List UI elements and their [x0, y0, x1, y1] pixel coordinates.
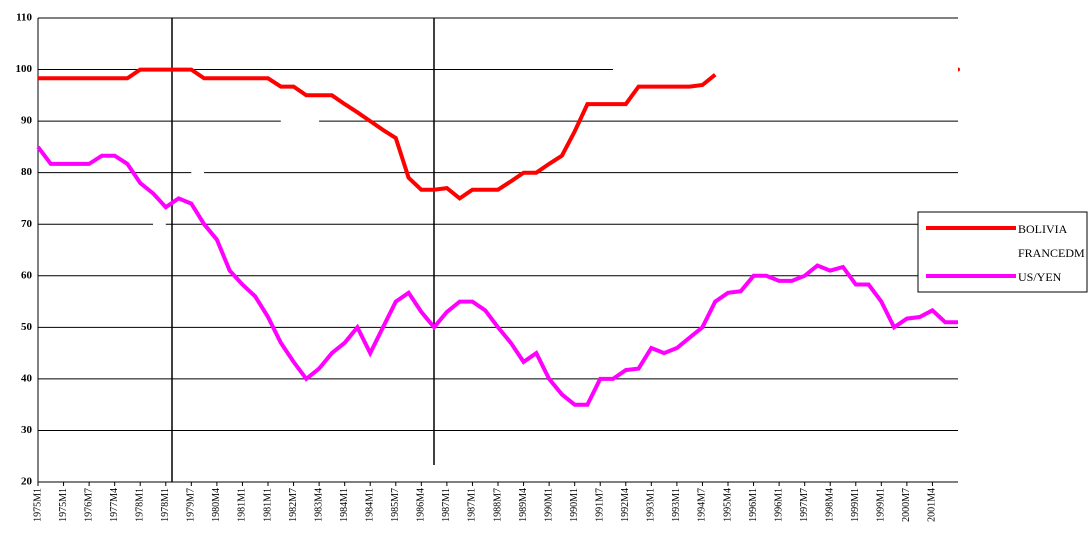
x-tick-label: 1988M7 — [492, 488, 503, 522]
x-tick-label: 1981M1 — [237, 488, 248, 522]
y-tick-label: 60 — [21, 269, 33, 281]
x-tick-label: 1985M7 — [390, 488, 401, 522]
x-tick-label: 1982M7 — [288, 488, 299, 522]
series-line — [36, 145, 958, 407]
x-tick-label: 1987M1 — [441, 488, 452, 522]
x-tick-label: 1983M4 — [313, 488, 324, 522]
x-tick-label: 1993M1 — [646, 488, 657, 522]
legend-label: FRANCEDM — [1018, 246, 1085, 260]
x-tick-label: 1999M1 — [876, 488, 887, 522]
x-tick-label: 1991M7 — [595, 488, 606, 522]
x-tick-label: 1978M1 — [160, 488, 171, 522]
x-tick-label: 1987M1 — [467, 488, 478, 522]
x-tick-label: 1992M4 — [620, 488, 631, 522]
x-tick-label: 1978M1 — [135, 488, 146, 522]
x-tick-label: 1975M1 — [58, 488, 69, 522]
legend-label: US/YEN — [1018, 270, 1062, 284]
y-tick-label: 30 — [21, 424, 33, 436]
x-tick-label: 1981M1 — [262, 488, 273, 522]
x-tick-label: 1993M1 — [671, 488, 682, 522]
y-tick-label: 80 — [21, 166, 33, 178]
x-tick-label: 1976M7 — [83, 488, 94, 522]
grid — [37, 17, 958, 486]
y-tick-label: 50 — [21, 321, 33, 333]
x-tick-label: 1980M4 — [211, 488, 222, 522]
x-tick-label: 1979M7 — [186, 488, 197, 522]
x-tick-label: 2001M4 — [927, 488, 938, 522]
x-tick-label: 1984M1 — [365, 488, 376, 522]
x-tick-label: 1996M1 — [748, 488, 759, 522]
y-tick-label: 100 — [16, 63, 33, 75]
x-tick-label: 1990M1 — [569, 488, 580, 522]
x-tick-label: 1977M4 — [109, 488, 120, 522]
series-line — [38, 67, 717, 201]
x-tick-label: 1996M1 — [773, 488, 784, 522]
x-tick-label: 1999M1 — [850, 488, 861, 522]
legend-label: BOLIVIA — [1018, 222, 1068, 236]
y-tick-label: 90 — [21, 115, 33, 127]
y-tick-label: 40 — [21, 372, 33, 384]
x-tick-label: 1990M1 — [543, 488, 554, 522]
x-tick-label: 1989M4 — [518, 488, 529, 522]
x-tick-label: 2000M7 — [901, 488, 912, 522]
x-tick-label: 1997M7 — [799, 488, 810, 522]
x-tick-label: 1995M4 — [722, 488, 733, 522]
y-tick-label: 20 — [21, 476, 33, 488]
y-tick-label: 70 — [21, 218, 33, 230]
y-tick-label: 110 — [16, 12, 32, 24]
x-tick-label: 1975M1 — [32, 488, 43, 522]
x-tick-label: 1998M4 — [825, 488, 836, 522]
x-tick-label: 1994M7 — [697, 488, 708, 522]
x-tick-label: 1986M4 — [416, 488, 427, 522]
x-tick-label: 1984M1 — [339, 488, 350, 522]
